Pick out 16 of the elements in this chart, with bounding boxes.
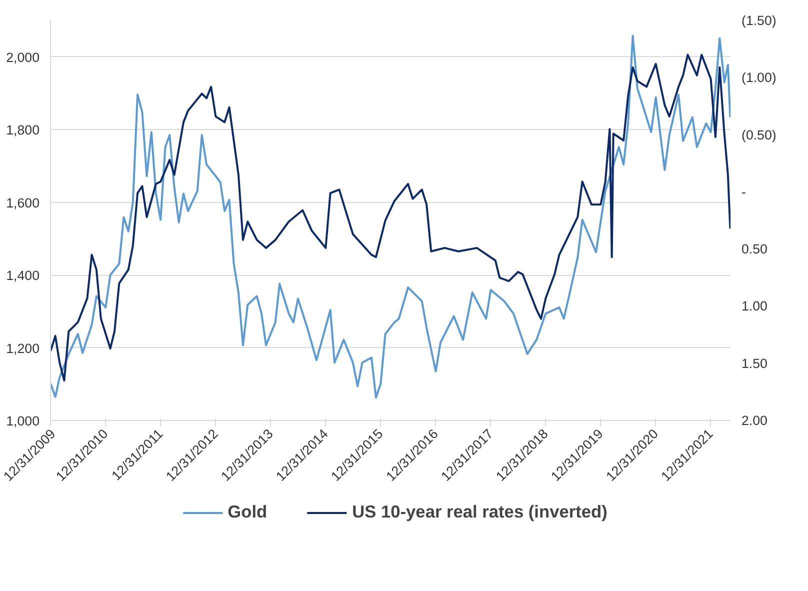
y2-tick-label: - <box>742 184 746 200</box>
y2-tick-label: 1.50 <box>742 356 768 371</box>
legend-label: US 10-year real rates (inverted) <box>352 502 608 522</box>
y2-tick-label: (1.50) <box>742 13 776 28</box>
legend-label: Gold <box>228 502 268 522</box>
y2-tick-label: (0.50) <box>742 127 776 142</box>
y-tick-label: 1,000 <box>6 414 40 428</box>
y-tick-label: 2,000 <box>6 50 40 65</box>
y2-tick-label: 0.50 <box>742 242 768 257</box>
y2-tick-label: (1.00) <box>742 70 776 86</box>
y-tick-label: 1,600 <box>6 195 40 210</box>
y2-tick-label: 1.00 <box>742 298 768 314</box>
y-tick-label: 1,400 <box>6 268 40 284</box>
y-tick-label: 1,200 <box>6 340 40 356</box>
y-tick-label: 1,800 <box>6 122 40 138</box>
y2-tick-label: 2.00 <box>742 413 768 428</box>
